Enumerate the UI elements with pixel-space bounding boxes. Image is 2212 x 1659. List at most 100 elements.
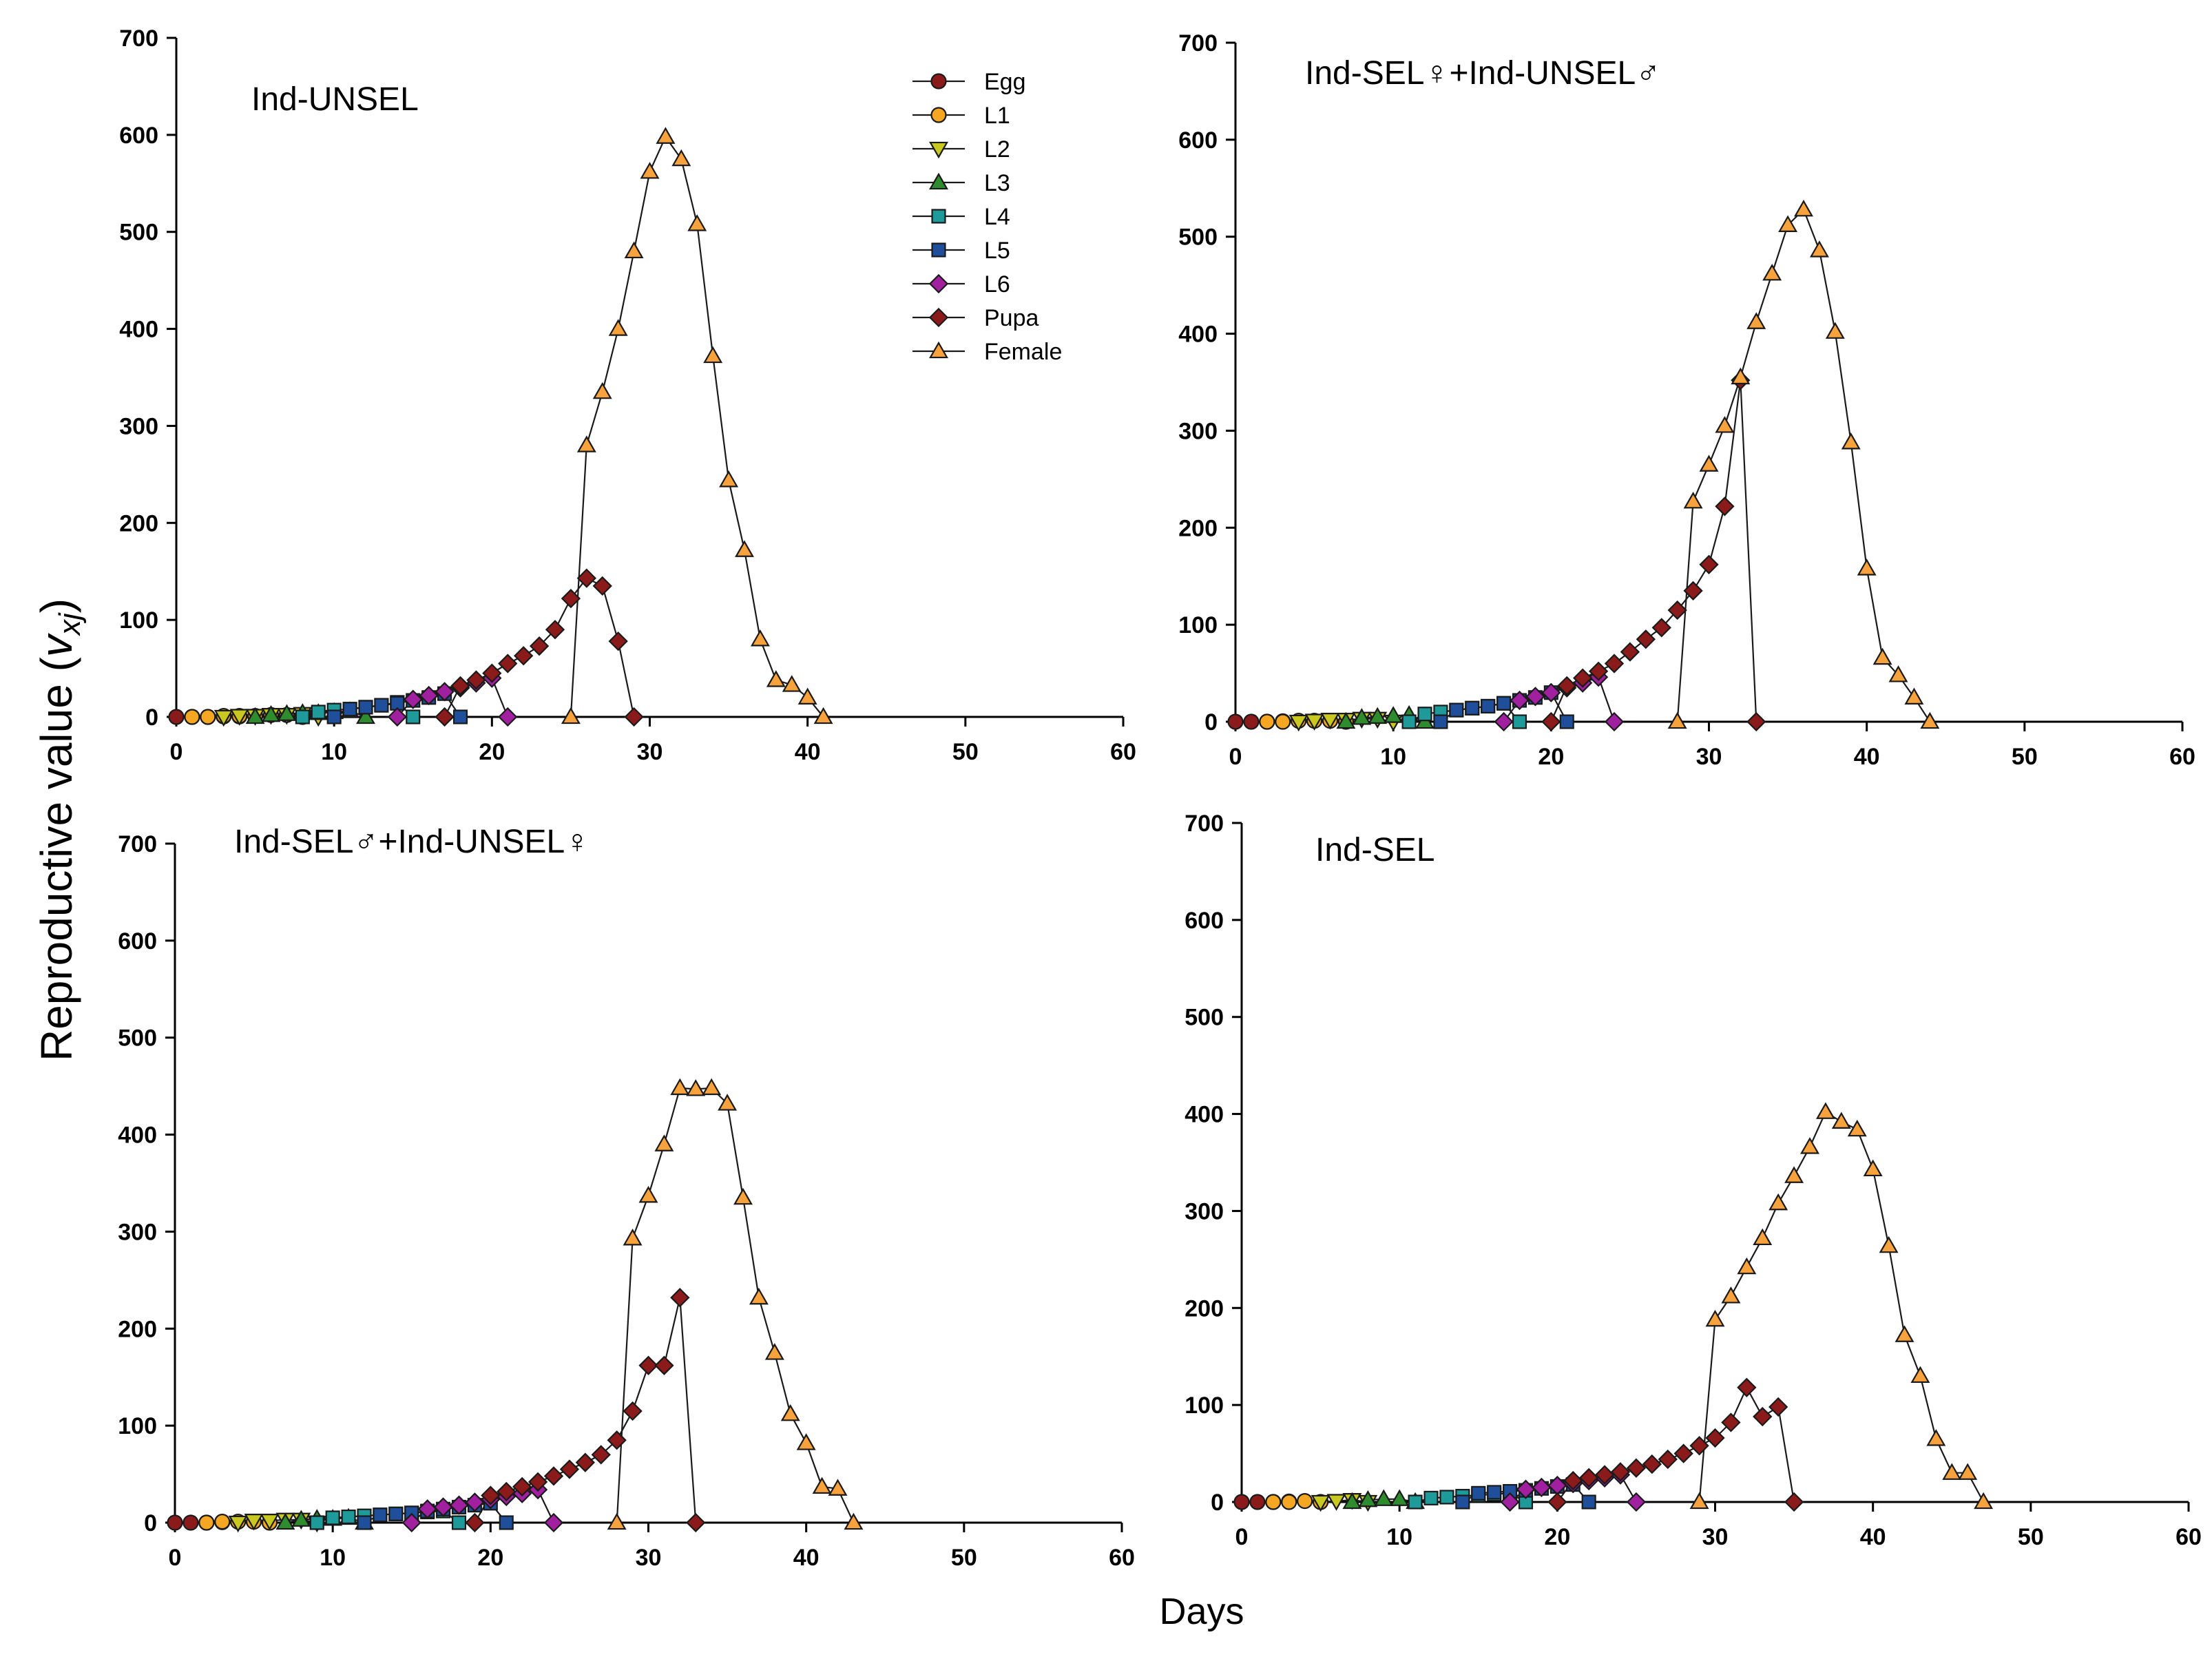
point-female: [1847, 1119, 1867, 1137]
point-female: [638, 1186, 658, 1203]
point-female: [1942, 1463, 1962, 1480]
legend-marker-l5: [931, 242, 946, 258]
point-l2: [228, 1515, 248, 1533]
point-pupa: [576, 568, 596, 588]
point-female: [1689, 1492, 1709, 1510]
x-tick-label: 0: [1229, 744, 1242, 770]
point-l5: [1471, 1485, 1486, 1501]
x-tick-label: 30: [1696, 744, 1722, 770]
point-l6: [543, 1512, 564, 1533]
point-female: [735, 540, 754, 557]
legend-marker-egg: [930, 73, 947, 90]
point-pupa: [559, 1459, 580, 1479]
point-pupa: [1737, 1377, 1757, 1397]
point-pupa: [592, 576, 612, 596]
y-tick-label: 600: [1178, 127, 1218, 154]
point-pupa: [1588, 661, 1609, 681]
point-l3: [1368, 707, 1388, 724]
point-pupa: [1753, 1406, 1773, 1427]
point-egg: [1227, 713, 1244, 730]
point-female: [1721, 1286, 1741, 1304]
legend-item-l3: L3: [912, 170, 1010, 196]
point-l5: [357, 1515, 372, 1530]
point-pupa: [1610, 1462, 1631, 1482]
point-l6: [1532, 1477, 1552, 1498]
x-tick-label: 20: [1544, 1524, 1570, 1550]
point-female: [1715, 416, 1735, 433]
point-l2: [1311, 1494, 1331, 1512]
point-pupa: [528, 1472, 548, 1492]
point-female: [1841, 432, 1861, 450]
legend-marker-l2: [929, 141, 948, 159]
point-female: [1778, 215, 1798, 232]
point-l6: [498, 707, 518, 727]
point-female: [750, 629, 770, 647]
y-tick-label: 100: [1178, 612, 1218, 638]
point-l5: [452, 709, 468, 724]
point-l4: [1417, 707, 1432, 722]
point-female: [1809, 240, 1829, 258]
legend-item-l2: L2: [912, 136, 1010, 163]
point-l3: [1352, 708, 1372, 725]
panel-title: Ind-UNSEL: [251, 81, 419, 118]
x-tick-label: 40: [795, 739, 821, 765]
point-pupa: [670, 1288, 690, 1308]
point-l4: [325, 1510, 340, 1525]
point-female: [576, 435, 596, 452]
point-female: [1784, 1166, 1804, 1183]
point-female: [607, 1512, 627, 1530]
point-pupa: [1721, 1412, 1741, 1432]
panel-title: Ind-SEL♂+Ind-UNSEL♀: [234, 824, 589, 860]
point-l1: [1281, 1494, 1297, 1510]
point-l1: [200, 709, 216, 725]
point-pupa: [1746, 711, 1766, 732]
point-l5: [1433, 714, 1448, 729]
legend-marker-l4: [931, 209, 946, 224]
x-tick-label: 10: [1380, 744, 1406, 770]
x-tick-label: 30: [637, 739, 663, 765]
point-female: [640, 162, 660, 179]
y-tick-label: 600: [118, 928, 157, 954]
y-tick-label: 300: [1185, 1198, 1224, 1224]
legend-label: L1: [984, 103, 1010, 129]
point-l6: [1494, 711, 1514, 732]
y-tick-label: 400: [119, 317, 158, 343]
point-pupa: [1604, 654, 1625, 674]
point-female: [1857, 559, 1877, 576]
point-l2: [229, 709, 249, 726]
point-pupa: [498, 654, 518, 674]
legend-label: L3: [984, 170, 1010, 196]
point-female: [608, 319, 628, 336]
point-pupa: [591, 1445, 611, 1465]
point-female: [782, 675, 802, 692]
point-female: [671, 149, 691, 167]
y-tick-label: 100: [119, 607, 158, 634]
y-tick-label: 300: [1178, 418, 1218, 444]
y-tick-label: 700: [1178, 30, 1218, 56]
point-l5: [342, 702, 357, 717]
point-female: [797, 687, 817, 705]
point-pupa: [1683, 581, 1703, 601]
y-tick-label: 500: [1178, 225, 1218, 251]
point-female: [1768, 1193, 1788, 1211]
x-tick-label: 30: [636, 1545, 662, 1571]
panel-3: 0 100 200 300 400 500 600 700 0 10 20 30 40 50 60 Ind-S…: [118, 824, 1135, 1571]
point-l3: [1390, 1489, 1410, 1506]
point-female: [1879, 1235, 1899, 1253]
point-female: [1699, 455, 1719, 472]
point-pupa: [1573, 668, 1593, 688]
x-tick-label: 50: [2012, 744, 2038, 770]
point-female: [828, 1479, 848, 1496]
point-l4: [406, 709, 421, 724]
y-axis-label: Reproductive value (vxj): [32, 598, 87, 1061]
legend-item-l6: L6: [912, 271, 1010, 298]
point-l3: [275, 1512, 295, 1530]
y-tick-label: 500: [119, 220, 158, 246]
point-l1: [1297, 1492, 1313, 1510]
y-axis-label-subscript: xj: [53, 612, 87, 636]
point-pupa: [543, 1466, 564, 1486]
series-line-female: [616, 1087, 855, 1523]
point-female: [1863, 1159, 1883, 1177]
legend-marker-female: [929, 341, 948, 359]
point-l6: [1500, 1492, 1520, 1512]
